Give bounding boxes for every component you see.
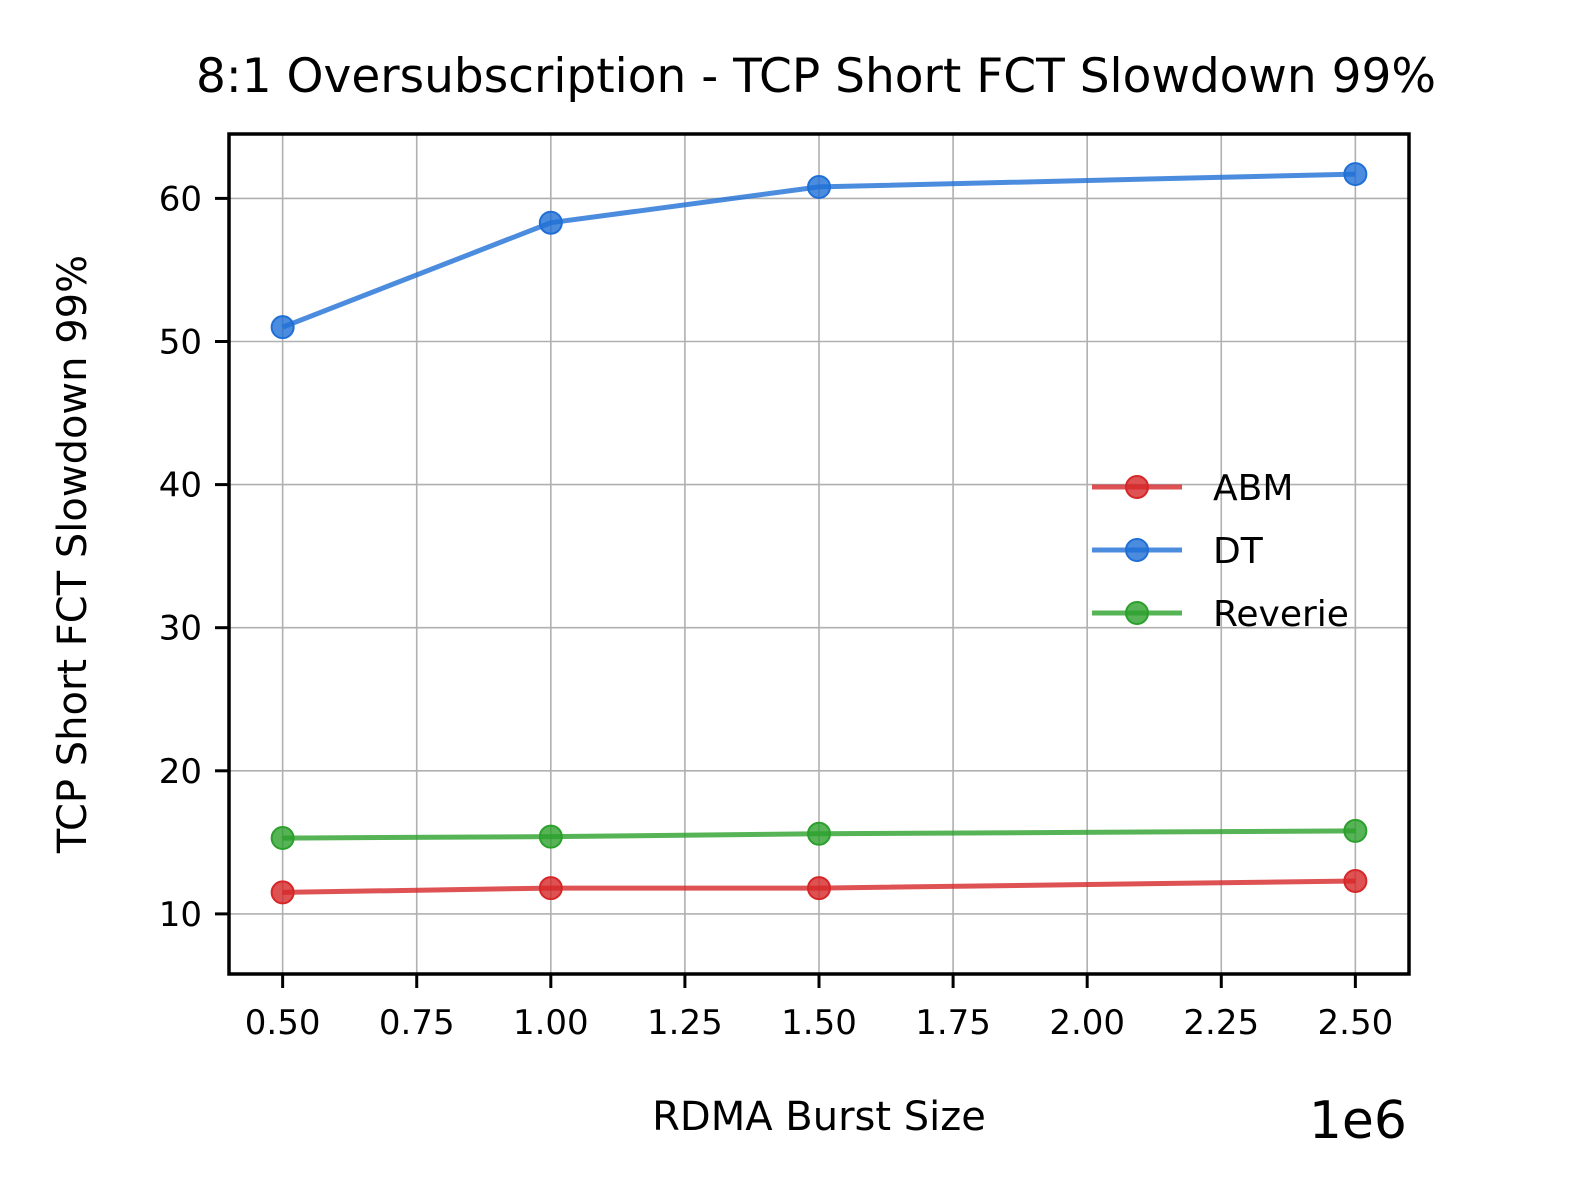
data-point-abm [1343,868,1368,893]
data-point-reverie [270,826,295,851]
y-tick-label: 10 [159,895,202,935]
x-tick-label: 2.50 [1318,1003,1394,1043]
series-line-dt [281,171,1356,330]
legend-label-reverie: Reverie [1213,594,1349,635]
legend-label-abm: ABM [1213,468,1293,509]
data-point-reverie [538,824,563,849]
data-point-dt [1343,162,1368,187]
data-point-abm [807,876,831,901]
series-line-abm [282,878,1356,895]
x-axis-label: RDMA Burst Size [652,1094,986,1140]
data-point-abm [538,876,563,901]
data-point-dt [538,210,563,235]
data-point-dt [270,315,295,340]
y-tick-label: 50 [159,322,202,362]
chart-title: 8:1 Oversubscription - TCP Short FCT Slo… [196,49,1436,104]
y-tick-label: 60 [159,179,202,219]
y-tick-label: 40 [159,466,202,506]
data-point-abm [270,880,295,905]
data-point-dt [807,174,831,199]
y-tick-label: 20 [159,752,202,792]
data-point-reverie [1343,818,1368,843]
legend-marker-abm [1125,475,1149,499]
x-tick-label: 0.50 [245,1003,321,1043]
x-tick-label: 1.50 [781,1003,857,1043]
x-tick-label: 0.75 [379,1003,455,1043]
series-line-reverie [282,828,1356,841]
legend-marker-dt [1125,538,1149,562]
y-axis-label: TCP Short FCT Slowdown 99% [50,255,96,854]
y-tick-label: 30 [159,609,202,649]
series-layer [270,162,1368,905]
x-tick-label: 2.25 [1183,1003,1259,1043]
data-point-reverie [807,821,831,846]
x-tick-label: 1.75 [915,1003,991,1043]
axis-ticks: 0.50 0.75 1.00 1.25 1.50 1.75 2.00 2.25 2.50 10 20… [159,179,1393,1043]
legend: ABM DT Reverie [1092,468,1349,635]
x-tick-label: 1.25 [647,1003,723,1043]
x-tick-label: 1.00 [513,1003,589,1043]
legend-label-dt: DT [1213,531,1264,572]
x-axis-offset-label: 1e6 [1309,1091,1407,1151]
x-tick-label: 2.00 [1049,1003,1125,1043]
legend-marker-reverie [1125,601,1149,625]
